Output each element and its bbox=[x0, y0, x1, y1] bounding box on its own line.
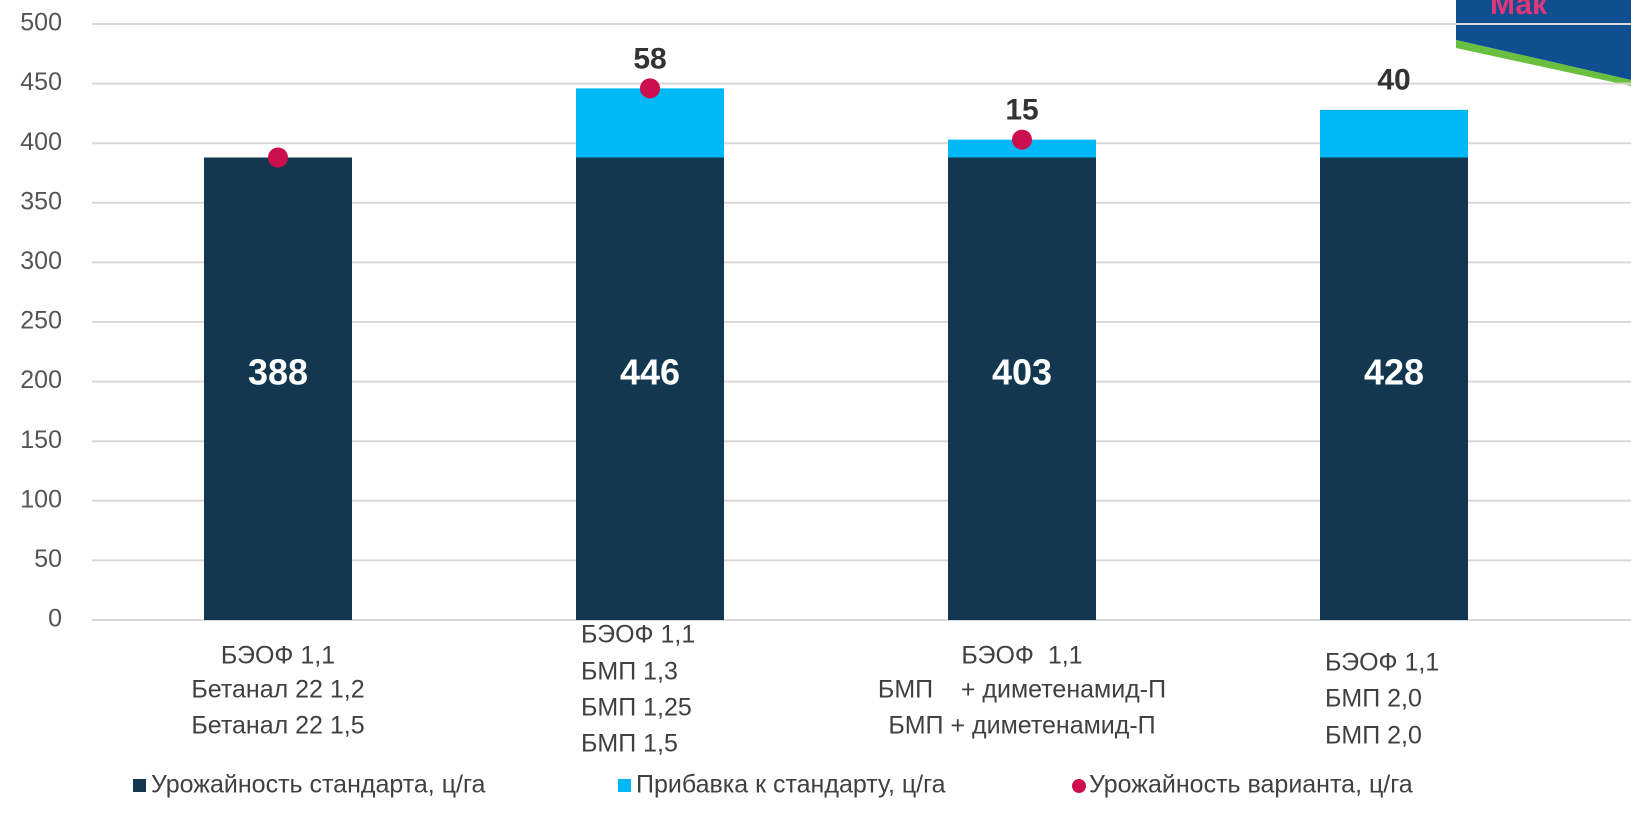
value-label: 428 bbox=[1364, 351, 1424, 392]
x-tick-label: БЭОФ 1,1 bbox=[221, 642, 335, 670]
marker bbox=[268, 147, 288, 168]
y-tick-label: 250 bbox=[20, 307, 62, 335]
bar-label: 15 bbox=[1005, 94, 1038, 127]
bar bbox=[948, 157, 1096, 620]
legend-label: Урожайность стандарта, ц/га bbox=[151, 771, 486, 799]
bar-label: 58 bbox=[633, 42, 666, 75]
bar bbox=[1320, 109, 1468, 158]
legend-swatch bbox=[133, 779, 146, 792]
legend-marker bbox=[1072, 779, 1086, 793]
legend-label: Прибавка к стандарту, ц/га bbox=[636, 771, 946, 799]
value-label: 446 bbox=[620, 351, 680, 392]
legend-label: Урожайность варианта, ц/га bbox=[1089, 771, 1413, 799]
y-tick-label: 150 bbox=[20, 426, 62, 454]
value-label: 388 bbox=[248, 351, 308, 392]
x-tick-label: Бетанал 22 1,2 bbox=[191, 676, 364, 704]
x-tick-label: БМП 1,3 bbox=[581, 658, 678, 686]
bar bbox=[576, 88, 724, 158]
x-tick-label: БМП 1,5 bbox=[581, 730, 678, 758]
y-tick-label: 200 bbox=[20, 366, 62, 394]
y-tick-label: 400 bbox=[20, 128, 62, 156]
x-tick-label: БМП 1,25 bbox=[581, 694, 692, 722]
y-tick-label: 500 bbox=[20, 9, 62, 37]
x-tick-label: БЭОФ 1,1 bbox=[581, 621, 695, 649]
bar bbox=[576, 157, 724, 620]
y-tick-label: 450 bbox=[20, 68, 62, 96]
badge-shape bbox=[1456, 0, 1631, 80]
x-tick-label: БМП 2,0 bbox=[1325, 722, 1422, 750]
badge-stripe bbox=[1456, 40, 1631, 86]
x-tick-label: БЭОФ 1,1 bbox=[1325, 649, 1439, 677]
bar bbox=[1320, 157, 1468, 620]
marker bbox=[640, 78, 660, 99]
y-tick-label: 350 bbox=[20, 187, 62, 215]
y-tick-label: 0 bbox=[48, 605, 62, 633]
badge: Мак bbox=[1456, 0, 1631, 86]
x-tick-label: БЭОФ 1,1 bbox=[961, 642, 1082, 670]
x-tick-label: Бетанал 22 1,5 bbox=[191, 712, 364, 740]
y-tick-label: 100 bbox=[20, 485, 62, 513]
bar-label: 40 bbox=[1377, 64, 1410, 97]
marker bbox=[1012, 129, 1032, 150]
x-tick-label: БМП + диметенамид-П bbox=[888, 712, 1155, 740]
badge-text: Мак bbox=[1490, 0, 1548, 21]
y-tick-label: 300 bbox=[20, 247, 62, 275]
legend-swatch bbox=[618, 779, 631, 792]
x-tick-label: БМП + диметенамид-П bbox=[878, 676, 1166, 704]
x-tick-label: БМП 2,0 bbox=[1325, 685, 1422, 713]
value-label: 403 bbox=[992, 351, 1052, 392]
y-tick-label: 50 bbox=[34, 545, 62, 573]
bar bbox=[204, 157, 352, 620]
